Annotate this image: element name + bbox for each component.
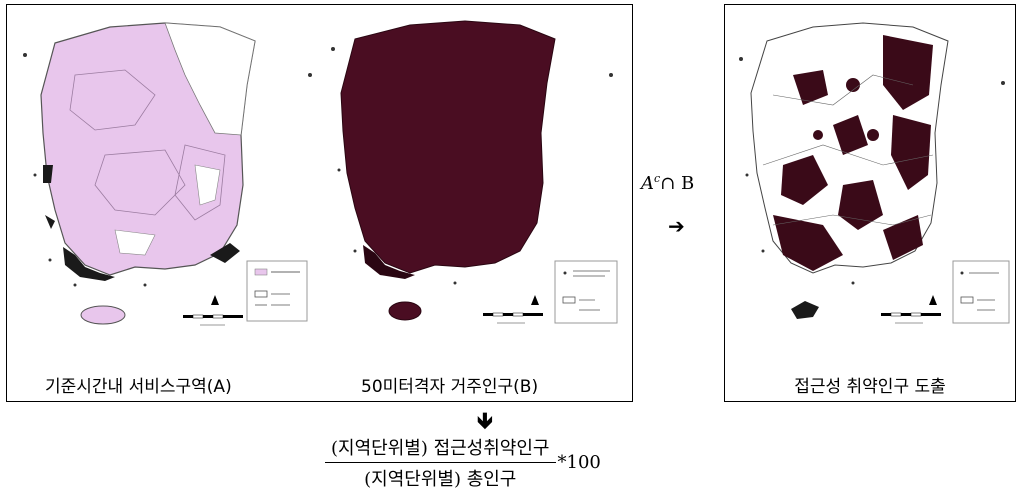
result-caption: 접근성 취약인구 도출 bbox=[794, 377, 946, 397]
scale-bar bbox=[183, 295, 243, 326]
input-maps-panel: 기준시간내 서비스구역(A) 50미터격자 거주인구(B) bbox=[6, 4, 633, 402]
map-legend bbox=[246, 260, 308, 322]
scale-bar bbox=[483, 295, 543, 324]
map-legend bbox=[952, 260, 1010, 324]
map-b-caption: 50미터격자 거주인구(B) bbox=[361, 377, 539, 397]
small-islands bbox=[739, 57, 1005, 285]
map-a-caption: 기준시간내 서비스구역(A) bbox=[45, 377, 232, 397]
formula-multiplier: *100 bbox=[557, 452, 601, 473]
map-legend bbox=[554, 260, 618, 324]
formula-numerator: (지역단위별) 접근성취약인구 bbox=[325, 434, 556, 463]
jeju-island-shape bbox=[388, 301, 422, 321]
ratio-formula: (지역단위별) 접근성취약인구 (지역단위별) 총인구 *100 bbox=[325, 434, 601, 491]
arrow-down-icon: 🡻 bbox=[477, 409, 493, 434]
vulnerable-areas bbox=[773, 35, 933, 271]
region-boundaries bbox=[762, 74, 934, 226]
population-map bbox=[331, 20, 618, 324]
korea-mainland-shape bbox=[40, 22, 256, 281]
vulnerable-population-map bbox=[739, 22, 1010, 324]
scale-bar bbox=[881, 295, 941, 324]
formula-fraction: (지역단위별) 접근성취약인구 (지역단위별) 총인구 bbox=[325, 434, 556, 491]
result-map-panel: 접근성 취약인구 도출 bbox=[724, 4, 1016, 402]
set-operation-label: Ac∩ B bbox=[641, 172, 695, 194]
arrow-right-icon: ➔ bbox=[668, 214, 685, 238]
small-islands bbox=[23, 53, 312, 287]
korea-mainland-shape bbox=[340, 20, 556, 274]
small-islands bbox=[331, 47, 613, 285]
service-area-map bbox=[23, 22, 312, 326]
jeju-island-shape bbox=[80, 305, 126, 325]
formula-denominator: (지역단위별) 총인구 bbox=[364, 469, 517, 490]
jeju-island-shape bbox=[791, 301, 819, 319]
